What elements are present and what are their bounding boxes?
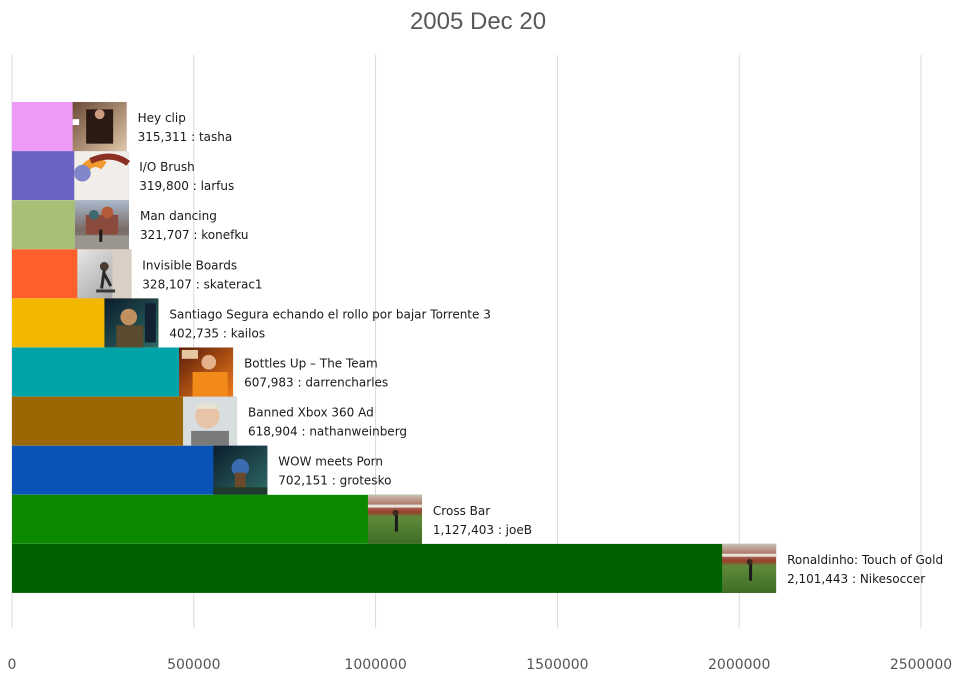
bar-value-separator: : [190,228,202,242]
bar-name-label: Invisible Boards [142,258,237,272]
bar-value-label: 618,904 : nathanweinberg [248,425,407,439]
bar-value-label: 319,800 : larfus [139,179,234,193]
bar-group: Man dancing 321,707 : konefku [12,200,249,250]
bar-value: 328,107 [142,277,192,291]
x-tick-label: 500000 [167,657,220,673]
bar-value-label: 702,151 : grotesko [278,474,391,488]
bar-user: grotesko [340,474,392,488]
bar-value: 2,101,443 [787,572,848,586]
thumbnail-soccer-field [722,543,777,593]
bar-name-label: Ronaldinho: Touch of Gold [787,553,943,567]
bar-name-label: Santiago Segura echando el rollo por baj… [169,307,490,321]
bar-user: skaterac1 [204,277,263,291]
bar [12,543,777,593]
thumbnail-boy-pointing [183,396,238,446]
bar-name-label: Banned Xbox 360 Ad [248,406,374,420]
bar-value-separator: : [192,277,204,291]
bar-value-separator: : [294,376,306,390]
bar-name-label: I/O Brush [139,160,194,174]
bar-group: Cross Bar 1,127,403 : joeB [12,494,532,544]
x-axis: 0 500000 1000000 1500000 2000000 2500000 [8,657,953,673]
x-tick-label: 0 [8,657,17,673]
bar-value-separator: : [187,130,199,144]
bar-value-label: 607,983 : darrencharles [244,376,388,390]
bars: Hey clip 315,311 : tasha I/O Brush 319,800 … [12,102,943,593]
bar-user: konefku [201,228,248,242]
bar-group: WOW meets Porn 702,151 : grotesko [12,445,391,495]
x-tick-label: 2000000 [708,657,770,673]
bar-user: Nikesoccer [860,572,925,586]
bar-value: 315,311 [138,130,188,144]
x-tick-label: 1000000 [344,657,406,673]
bar-group: Bottles Up – The Team 607,983 : darrencha… [12,347,388,397]
thumbnail-person-on-couch [72,102,127,151]
bar-value-separator: : [298,425,310,439]
bar-group: Invisible Boards 328,107 : skaterac1 [12,249,263,299]
bar-name-label: Man dancing [140,209,217,223]
thumbnail-man-talking [104,298,159,348]
bar-value-label: 402,735 : kailos [169,326,265,340]
bar-value: 702,151 [278,474,328,488]
bar-group: I/O Brush 319,800 : larfus [12,151,234,201]
bar-user: kailos [231,326,265,340]
x-tick-label: 2500000 [890,657,952,673]
bar-name-label: Hey clip [138,111,186,125]
bar-user: tasha [199,130,232,144]
bar-value-label: 321,707 : konefku [140,228,249,242]
bar-value-separator: : [848,572,860,586]
bar-group: Banned Xbox 360 Ad 618,904 : nathanweinbe… [12,396,407,446]
thumbnail-game-scene [213,445,268,495]
thumbnail-soccer-field [367,494,422,544]
bar-value-label: 1,127,403 : joeB [433,523,532,537]
bar-group: Hey clip 315,311 : tasha [12,102,232,151]
bar-group: Santiago Segura echando el rollo por baj… [12,298,491,348]
bar-group: Ronaldinho: Touch of Gold 2,101,443 : Nik… [12,543,943,593]
thumbnail-cathedral-square [74,200,129,250]
bar-user: joeB [505,523,532,537]
x-tick-label: 1500000 [526,657,588,673]
bar [12,494,422,544]
bar-name-label: Bottles Up – The Team [244,357,378,371]
bar-value: 607,983 [244,376,294,390]
thumbnail-orange-shirt [179,347,234,397]
bar-value-separator: : [494,523,506,537]
bar-value-separator: : [189,179,201,193]
bar-name-label: Cross Bar [433,504,490,518]
bar-user: larfus [201,179,235,193]
bar-value: 1,127,403 [433,523,494,537]
bar-user: darrencharles [305,376,388,390]
bar-value-label: 328,107 : skaterac1 [142,277,262,291]
bar-value: 618,904 [248,425,298,439]
bar-value: 321,707 [140,228,190,242]
bar-user: nathanweinberg [309,425,407,439]
bar-name-label: WOW meets Porn [278,455,383,469]
bar-value-label: 2,101,443 : Nikesoccer [787,572,925,586]
bar-value-separator: : [328,474,340,488]
bar-value-separator: : [219,326,231,340]
bar-value: 319,800 [139,179,189,193]
bar-value-label: 315,311 : tasha [138,130,233,144]
bar-value: 402,735 [169,326,219,340]
chart-title: 2005 Dec 20 [410,8,546,35]
thumbnail-skater-jump [77,249,132,299]
thumbnail-paint-brush-swirl [74,151,131,201]
